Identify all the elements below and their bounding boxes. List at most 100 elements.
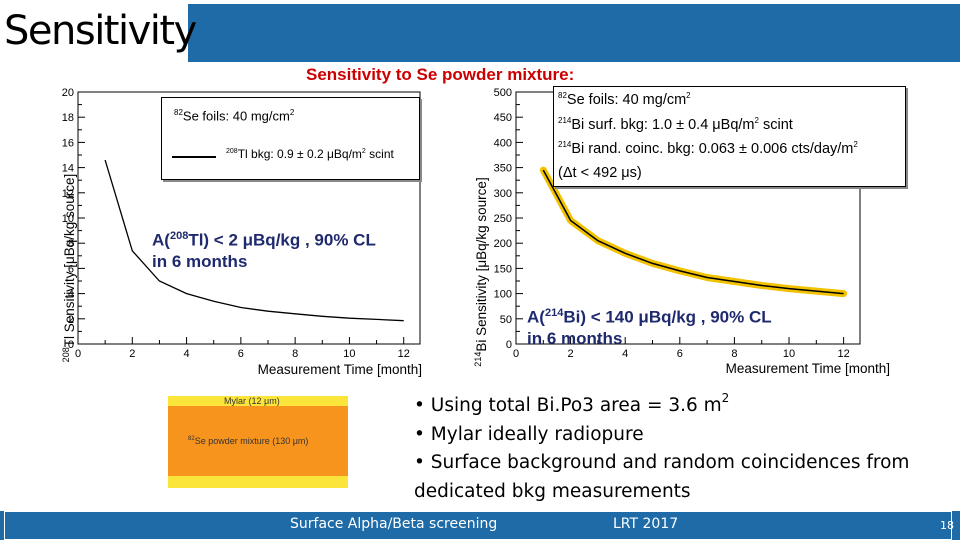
right-ylabel-sup: 214	[473, 352, 483, 367]
left-legend: 82Se foils: 40 mg/cm2 208Tl bkg: 0.9 ± 0…	[161, 97, 420, 180]
page-number: 18	[940, 519, 954, 532]
right-legend-line2: 214Bi surf. bkg: 1.0 ± 0.4 μBq/m2 scint	[558, 116, 793, 133]
left-chart-ytick-label: 4	[68, 289, 74, 301]
left-chart-ytick-label: 20	[62, 87, 74, 99]
footer-bar: Surface Alpha/Beta screening LRT 2017 18	[0, 511, 960, 540]
right-legend-line1-unit-sup: 2	[686, 91, 691, 100]
right-chart-ytick-label: 500	[494, 87, 512, 99]
right-legend-line2-text: Bi surf. bkg: 1.0 ± 0.4 μBq/m	[571, 116, 755, 133]
right-legend-line2-sup: 214	[558, 116, 572, 125]
right-ylabel: 214Bi Sensitivity [μBq/kg source]	[473, 177, 489, 366]
right-chart-ytick-label: 0	[506, 339, 512, 351]
right-chart-xtick-label: 0	[513, 348, 519, 360]
right-chart-xtick-label: 2	[568, 348, 574, 360]
powder-label-sup: 82	[188, 436, 195, 442]
right-chart-ytick-label: 150	[494, 263, 512, 275]
right-plot: 214Bi Sensitivity [μBq/kg source] Measur…	[470, 84, 910, 380]
bullet-1-sup: 2	[721, 391, 730, 405]
right-legend-line3-sup: 214	[558, 140, 572, 149]
right-chart-xtick-label: 8	[731, 348, 737, 360]
left-chart-ytick-label: 6	[68, 263, 74, 275]
left-ylabel: 208Tl Sensitivity [μBq/kg source]	[61, 174, 77, 363]
title-box	[0, 4, 188, 62]
right-chart-xtick-label: 12	[837, 348, 849, 360]
left-annotation-post: Tl) < 2 μBq/kg , 90% CL	[188, 230, 376, 250]
right-annotation-line1: A(214Bi) < 140 μBq/kg , 90% CL	[527, 303, 772, 328]
right-legend-line2-tail: scint	[758, 116, 793, 133]
left-plot-svg: 208Tl Sensitivity [μBq/kg source] Measur…	[61, 87, 422, 377]
left-chart-ytick-label: 14	[62, 163, 74, 175]
right-chart-ytick-label: 50	[500, 314, 512, 326]
right-chart-error-band	[539, 166, 848, 298]
slide-subtitle: Sensitivity to Se powder mixture:	[306, 65, 575, 84]
right-legend-line1-sup: 82	[558, 91, 567, 100]
right-legend: 82Se foils: 40 mg/cm2 214Bi surf. bkg: 1…	[553, 86, 906, 187]
layer-stack-diagram: Mylar (12 μm) 82Se powder mixture (130 μ…	[168, 396, 348, 488]
left-annotation: A(208Tl) < 2 μBq/kg , 90% CL in 6 months	[152, 226, 376, 272]
left-chart-xtick-label: 12	[398, 348, 410, 360]
right-legend-line3: 214Bi rand. coinc. bkg: 0.063 ± 0.006 ct…	[558, 140, 858, 157]
left-chart-xtick-label: 6	[238, 348, 244, 360]
left-legend-line2-text: Tl bkg: 0.9 ± 0.2 μBq/m	[237, 147, 362, 161]
bullet-list: • Using total Bi.Po3 area = 3.6 m2 • Myl…	[414, 392, 934, 506]
mylar-label: Mylar (12 μm)	[224, 396, 280, 406]
powder-label: 82Se powder mixture (130 μm)	[188, 436, 308, 446]
left-legend-line1-unit-sup: 2	[289, 108, 295, 117]
right-chart-ytick-label: 250	[494, 213, 512, 225]
left-chart-ytick-label: 2	[68, 314, 74, 326]
right-chart-xtick-label: 10	[783, 348, 795, 360]
right-annotation: A(214Bi) < 140 μBq/kg , 90% CL in 6 mont…	[527, 303, 772, 349]
left-chart-ytick-label: 10	[62, 213, 74, 225]
footer-border	[4, 511, 952, 540]
left-legend-line2-sup: 208	[226, 148, 238, 155]
left-legend-line2: 208Tl bkg: 0.9 ± 0.2 μBq/m2 scint	[226, 147, 394, 161]
left-chart-xtick-label: 10	[343, 348, 355, 360]
right-legend-line1: 82Se foils: 40 mg/cm2	[558, 91, 691, 108]
left-plot: 208Tl Sensitivity [μBq/kg source] Measur…	[30, 84, 428, 380]
left-chart-xtick-label: 4	[184, 348, 190, 360]
left-legend-line1-text: Se foils: 40 mg/cm	[182, 108, 290, 124]
bullet-2: • Mylar ideally radiopure	[414, 423, 644, 445]
right-annotation-post: Bi) < 140 μBq/kg , 90% CL	[563, 307, 772, 327]
right-legend-line4: (Δt < 492 μs)	[558, 165, 642, 181]
left-chart-ytick-label: 0	[68, 339, 74, 351]
right-legend-line3-text: Bi rand. coinc. bkg: 0.063 ± 0.006 cts/d…	[571, 140, 854, 157]
left-legend-line2-unit-sup: 2	[361, 148, 366, 155]
right-chart-xtick-label: 6	[677, 348, 683, 360]
right-xlabel: Measurement Time [month]	[726, 361, 890, 376]
slide-title: Sensitivity	[4, 8, 197, 54]
right-annotation-pre: A(	[527, 307, 545, 327]
right-chart-ytick-label: 200	[494, 238, 512, 250]
left-legend-line2-tail: scint	[365, 147, 394, 161]
right-chart-ytick-label: 400	[494, 137, 512, 149]
left-ylabel-main: Tl Sensitivity [μBq/kg source]	[62, 174, 77, 348]
left-annotation-line2: in 6 months	[152, 251, 248, 271]
powder-layer: 82Se powder mixture (130 μm)	[168, 406, 348, 476]
bullet-1-text: • Using total Bi.Po3 area = 3.6 m	[414, 395, 722, 416]
right-annotation-sup: 214	[544, 307, 564, 319]
left-annotation-pre: A(	[152, 230, 170, 250]
right-chart-ytick-label: 350	[494, 163, 512, 175]
footer-left: Surface Alpha/Beta screening	[290, 516, 498, 532]
powder-label-text: Se powder mixture (130 μm)	[194, 436, 309, 446]
left-chart-xtick-label: 8	[292, 348, 298, 360]
bullet-1: • Using total Bi.Po3 area = 3.6 m2	[414, 392, 934, 421]
right-chart-xtick-label: 4	[622, 348, 628, 360]
right-chart-series-line	[542, 169, 844, 295]
left-chart-ytick-label: 12	[62, 188, 74, 200]
right-chart-ytick-label: 100	[494, 289, 512, 301]
right-chart-ytick-label: 300	[494, 188, 512, 200]
right-ylabel-main: Bi Sensitivity [μBq/kg source]	[474, 177, 489, 351]
left-legend-line1: 82Se foils: 40 mg/cm2	[174, 108, 294, 123]
right-legend-line3-unit-sup: 2	[853, 140, 858, 149]
right-legend-line2-unit-sup: 2	[754, 116, 759, 125]
left-chart-xtick-label: 2	[129, 348, 135, 360]
left-legend-line1-sup: 82	[174, 108, 183, 117]
footer-center: LRT 2017	[613, 516, 679, 532]
right-annotation-line2: in 6 months	[527, 328, 623, 348]
left-annotation-sup: 208	[169, 230, 189, 242]
left-chart-xtick-label: 0	[75, 348, 81, 360]
right-legend-line1-text: Se foils: 40 mg/cm	[566, 91, 687, 108]
left-ylabel-sup: 208	[61, 347, 71, 362]
left-xlabel: Measurement Time [month]	[258, 362, 422, 377]
